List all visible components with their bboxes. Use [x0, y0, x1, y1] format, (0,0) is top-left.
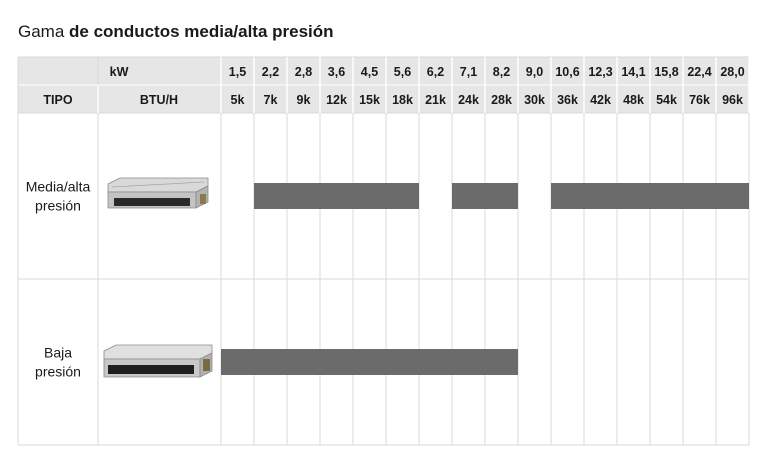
kw-tick-label: 7,1	[460, 65, 477, 79]
header-btu-label: BTU/H	[140, 93, 178, 107]
btu-tick-label: 48k	[623, 93, 644, 107]
row-label-line: presión	[35, 364, 81, 380]
btu-tick-label: 96k	[722, 93, 743, 107]
ducted-unit-icon	[107, 177, 209, 209]
availability-bar	[254, 183, 419, 209]
kw-tick-label: 10,6	[555, 65, 579, 79]
btu-tick-label: 36k	[557, 93, 578, 107]
row-label-line: presión	[35, 198, 81, 214]
availability-bars	[221, 183, 749, 375]
kw-tick-label: 8,2	[493, 65, 510, 79]
btu-tick-label: 76k	[689, 93, 710, 107]
kw-tick-label: 22,4	[687, 65, 711, 79]
row-label-line: Baja	[44, 345, 72, 361]
kw-tick-label: 28,0	[720, 65, 744, 79]
kw-tick-label: 14,1	[621, 65, 645, 79]
header-kw-label: kW	[110, 65, 129, 79]
btu-tick-label: 15k	[359, 93, 380, 107]
kw-tick-label: 4,5	[361, 65, 378, 79]
kw-tick-labels: 1,5 2,2 2,8 3,6 4,5 5,6 6,2 7,1 8,2 9,0 10,6 12,3 14…	[229, 65, 745, 79]
kw-tick-label: 2,8	[295, 65, 312, 79]
kw-tick-label: 1,5	[229, 65, 246, 79]
btu-tick-label: 54k	[656, 93, 677, 107]
kw-tick-label: 6,2	[427, 65, 444, 79]
kw-tick-label: 15,8	[654, 65, 678, 79]
btu-tick-label: 9k	[297, 93, 311, 107]
header-tipo-label: TIPO	[43, 93, 72, 107]
btu-tick-label: 42k	[590, 93, 611, 107]
btu-tick-label: 30k	[524, 93, 545, 107]
kw-tick-label: 5,6	[394, 65, 411, 79]
kw-tick-label: 3,6	[328, 65, 345, 79]
kw-tick-label: 2,2	[262, 65, 279, 79]
btu-tick-label: 24k	[458, 93, 479, 107]
ducted-unit-low-icon	[103, 344, 213, 378]
btu-tick-label: 5k	[231, 93, 245, 107]
grid-lines	[17, 56, 750, 446]
availability-bar	[221, 349, 518, 375]
btu-tick-label: 21k	[425, 93, 446, 107]
title-bold: de conductos media/alta presión	[69, 22, 334, 41]
chart-title: Gama de conductos media/alta presión	[18, 21, 334, 43]
kw-tick-label: 12,3	[588, 65, 612, 79]
row-label-line: Media/alta	[26, 179, 91, 195]
btu-tick-label: 7k	[264, 93, 278, 107]
btu-tick-labels: 5k 7k 9k 12k 15k 18k 21k 24k 28k 30k 36k 42k 48k 54k 7…	[231, 93, 743, 107]
btu-tick-label: 12k	[326, 93, 347, 107]
btu-tick-label: 18k	[392, 93, 413, 107]
availability-bar	[551, 183, 749, 209]
title-prefix: Gama	[18, 22, 70, 41]
row-labels: Media/alta presión Baja presión	[26, 179, 91, 380]
availability-bar	[452, 183, 518, 209]
btu-tick-label: 28k	[491, 93, 512, 107]
kw-tick-label: 9,0	[526, 65, 543, 79]
